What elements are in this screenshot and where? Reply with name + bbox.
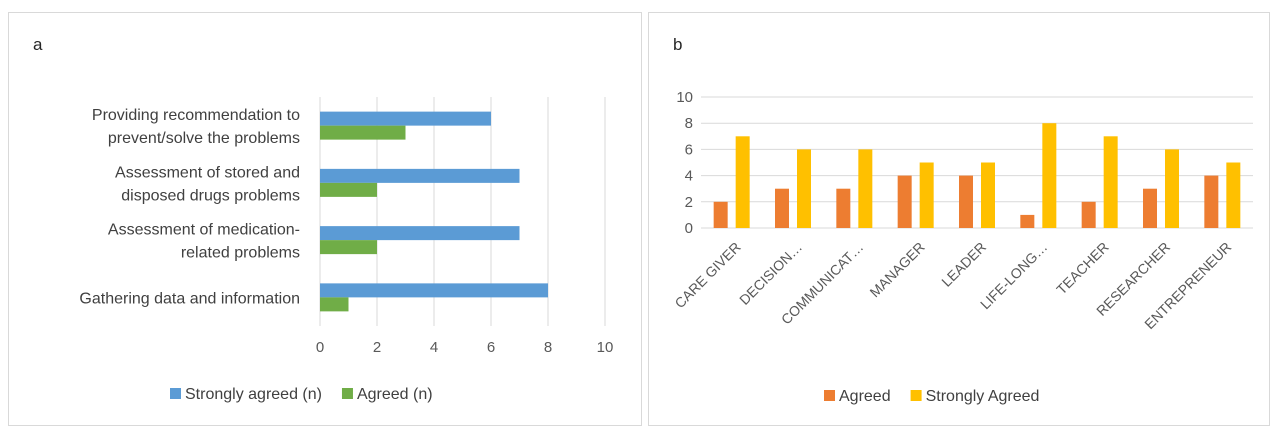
bar <box>1226 162 1241 228</box>
bar <box>320 111 491 126</box>
y-category-label: disposed drugs problems <box>121 187 300 204</box>
x-category-label: CARE GIVER <box>671 239 743 311</box>
bar <box>919 162 934 228</box>
x-tick-label: 8 <box>544 339 552 356</box>
bar <box>320 240 377 255</box>
legend-label: Strongly Agreed <box>926 388 1040 405</box>
bar <box>959 175 973 228</box>
y-category-label: Providing recommendation to <box>92 107 300 124</box>
y-tick-label: 8 <box>685 115 693 132</box>
panel-label-b: b <box>673 35 683 54</box>
y-category-label: prevent/solve the problems <box>108 130 300 147</box>
y-tick-label: 10 <box>676 89 693 106</box>
bar <box>320 125 406 140</box>
x-tick-label: 0 <box>316 339 324 356</box>
legend-label: Agreed <box>839 388 891 405</box>
horizontal-bar-chart: 0 2 4 6 8 10 Gathering data and information Ass… <box>79 97 614 403</box>
bar <box>836 188 851 228</box>
bar <box>713 201 728 228</box>
bar <box>1143 188 1157 228</box>
x-tick-label: 10 <box>597 339 614 356</box>
y-tick-label: 2 <box>685 194 693 211</box>
bar <box>320 168 520 183</box>
bar <box>1020 214 1035 228</box>
bar <box>320 182 377 197</box>
legend-label: Agreed (n) <box>357 386 433 403</box>
x-category-label: MANAGER <box>866 239 927 300</box>
bar <box>1081 201 1096 228</box>
panel-label-a: a <box>33 35 43 54</box>
y-category-label: related problems <box>181 245 300 262</box>
x-tick-label: 6 <box>487 339 495 356</box>
x-category-label: DECISION… <box>736 239 805 308</box>
bar <box>981 162 995 228</box>
y-tick-label: 4 <box>685 168 693 185</box>
legend-swatch <box>824 390 835 401</box>
bar <box>1042 123 1057 228</box>
bar <box>320 297 349 312</box>
x-category-label: TEACHER <box>1053 239 1112 298</box>
y-category-label: Gathering data and information <box>79 290 300 307</box>
bar <box>1103 136 1118 228</box>
y-tick-label: 0 <box>685 220 693 237</box>
legend-swatch <box>170 388 181 399</box>
bar <box>320 226 520 241</box>
legend-swatch <box>341 388 353 399</box>
bar <box>320 283 548 298</box>
bar <box>735 136 750 228</box>
y-category-label: Assessment of medication- <box>108 222 300 239</box>
bar <box>797 149 811 228</box>
x-tick-label: 2 <box>373 339 381 356</box>
bar <box>858 149 873 228</box>
y-category-label: Assessment of stored and <box>115 164 300 181</box>
y-tick-label: 6 <box>685 141 693 158</box>
bar <box>1165 149 1179 228</box>
x-category-label: LEADER <box>938 239 989 290</box>
chart-panel-a: a 0 2 4 6 8 10 Gathering data and information A… <box>8 12 642 426</box>
chart-panel-b: b 0 2 4 6 8 10 CARE GIVER DECISION… COMMUNICAT… M… <box>648 12 1270 426</box>
x-tick-label: 4 <box>430 339 438 356</box>
bar <box>1204 175 1219 228</box>
bar <box>897 175 912 228</box>
legend-swatch <box>910 390 922 401</box>
bar <box>775 188 789 228</box>
legend-label: Strongly agreed (n) <box>185 386 322 403</box>
